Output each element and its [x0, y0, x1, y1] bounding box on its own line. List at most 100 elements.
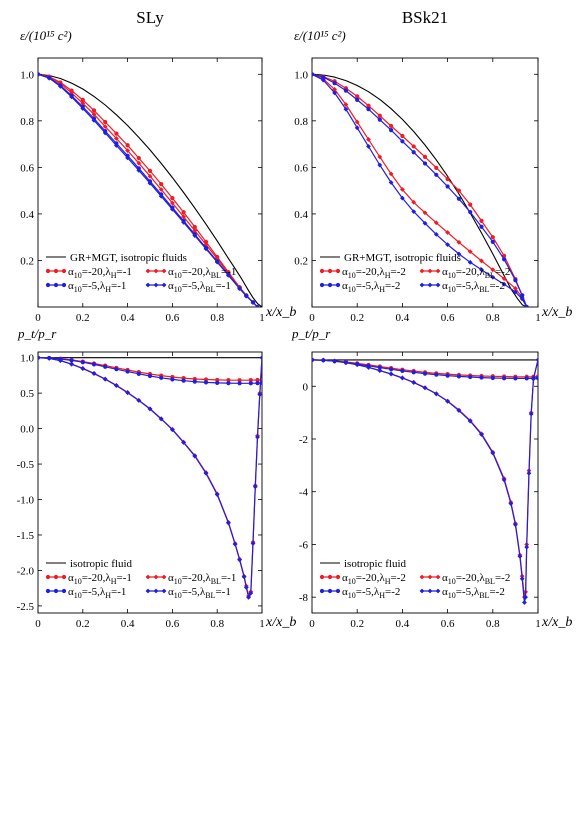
legend-marker: [45, 588, 51, 594]
data-point: [467, 418, 473, 424]
x-tick-label: 0.2: [350, 618, 364, 630]
legend-label: isotropic fluid: [70, 558, 133, 570]
legend-marker: [327, 574, 333, 580]
data-point: [246, 594, 251, 600]
data-point: [91, 108, 97, 113]
data-point: [243, 585, 249, 590]
data-point: [422, 154, 428, 160]
legend-marker: [335, 282, 341, 288]
data-point: [490, 239, 495, 244]
data-point: [80, 360, 85, 365]
y-tick-label: 0.8: [294, 116, 308, 128]
data-point: [332, 90, 337, 96]
data-point: [114, 383, 119, 389]
legend-label: α10=-20,λH=-2: [342, 266, 406, 280]
data-point: [456, 239, 462, 245]
data-point: [38, 355, 41, 361]
data-point: [422, 220, 428, 226]
x-tick-label: 0: [35, 312, 41, 324]
legend-marker: [145, 268, 151, 274]
legend-marker: [161, 282, 167, 288]
series-line: [38, 73, 258, 307]
data-point: [354, 119, 360, 125]
data-point: [259, 355, 262, 361]
data-point: [248, 378, 253, 383]
data-point: [125, 390, 130, 396]
legend-marker: [335, 268, 341, 274]
legend-marker: [153, 574, 159, 580]
panel-b-xlabel: x/x_b: [541, 305, 572, 320]
data-point: [255, 377, 260, 383]
data-point: [215, 380, 220, 385]
panel-b-title: BSk21: [402, 8, 448, 27]
data-point: [490, 235, 495, 240]
legend-marker: [435, 588, 441, 594]
data-point: [479, 258, 484, 264]
data-point: [232, 541, 238, 547]
legend-marker: [61, 574, 67, 580]
data-point: [192, 228, 198, 234]
y-tick-label: -0.5: [17, 459, 35, 471]
data-point: [355, 97, 360, 102]
plot-frame: [311, 57, 539, 308]
data-point: [69, 94, 74, 100]
panel-a-xlabel: x/x_b: [265, 305, 296, 320]
data-point: [91, 111, 97, 117]
y-tick-label: 1.0: [20, 69, 34, 81]
data-point: [125, 155, 130, 161]
data-point: [136, 167, 142, 173]
legend-marker: [419, 268, 425, 274]
legend-label: α10=-20,λBL=-2: [442, 572, 510, 586]
data-point: [226, 381, 231, 386]
y-tick-label: 0.8: [20, 116, 34, 128]
data-point: [80, 366, 86, 371]
data-point: [388, 171, 394, 177]
legend-label: α10=-20,λH=-1: [68, 266, 132, 280]
y-tick-label: -1.0: [17, 495, 35, 507]
legend-marker: [419, 574, 425, 580]
x-tick-label: 0.8: [210, 312, 224, 324]
legend-marker: [145, 588, 151, 594]
data-point: [523, 594, 528, 600]
data-point: [411, 199, 417, 205]
legend-marker: [145, 574, 151, 580]
panel-d-xlabel: x/x_b: [541, 615, 572, 630]
data-point: [181, 214, 186, 220]
plot-frame: [37, 351, 263, 614]
legend-label: α10=-5,λBL=-2: [442, 280, 505, 294]
data-point: [103, 119, 108, 125]
x-tick-label: 0.4: [121, 618, 135, 630]
legend-label: α10=-20,λBL=-1: [168, 572, 236, 586]
data-point: [58, 358, 63, 364]
data-point: [343, 102, 349, 107]
series-group: [312, 71, 530, 307]
y-tick-label: 0.6: [20, 162, 34, 174]
data-point: [252, 484, 258, 490]
legend-marker: [53, 588, 59, 594]
data-point: [181, 210, 186, 215]
plot-frame: [311, 351, 539, 614]
legend-marker: [45, 282, 51, 288]
data-point: [445, 373, 450, 378]
data-point: [203, 246, 209, 252]
data-point: [237, 378, 242, 383]
data-point: [501, 276, 507, 282]
data-point: [147, 180, 153, 186]
data-point: [519, 296, 525, 302]
data-point: [147, 373, 153, 379]
data-point: [170, 195, 175, 201]
data-point: [343, 106, 349, 112]
plot-frame: [37, 57, 263, 308]
data-point: [366, 365, 371, 370]
x-tick-label: 0.8: [210, 618, 224, 630]
panel-c-anisotropy-sly: 0 0.2 0.4 0.6 0.8 1 -2.5 -2.0 -1.5 -1.0 -0.5 0.0 0.5…: [17, 351, 265, 630]
legend-marker: [53, 574, 59, 580]
y-tick-label: 0: [303, 381, 309, 393]
data-point: [58, 83, 63, 89]
data-point: [400, 375, 405, 381]
data-point: [343, 88, 348, 93]
y-tick-label: 0.6: [294, 162, 308, 174]
data-point: [114, 136, 119, 141]
data-point: [366, 103, 371, 108]
y-tick-label: -1.5: [17, 530, 35, 542]
